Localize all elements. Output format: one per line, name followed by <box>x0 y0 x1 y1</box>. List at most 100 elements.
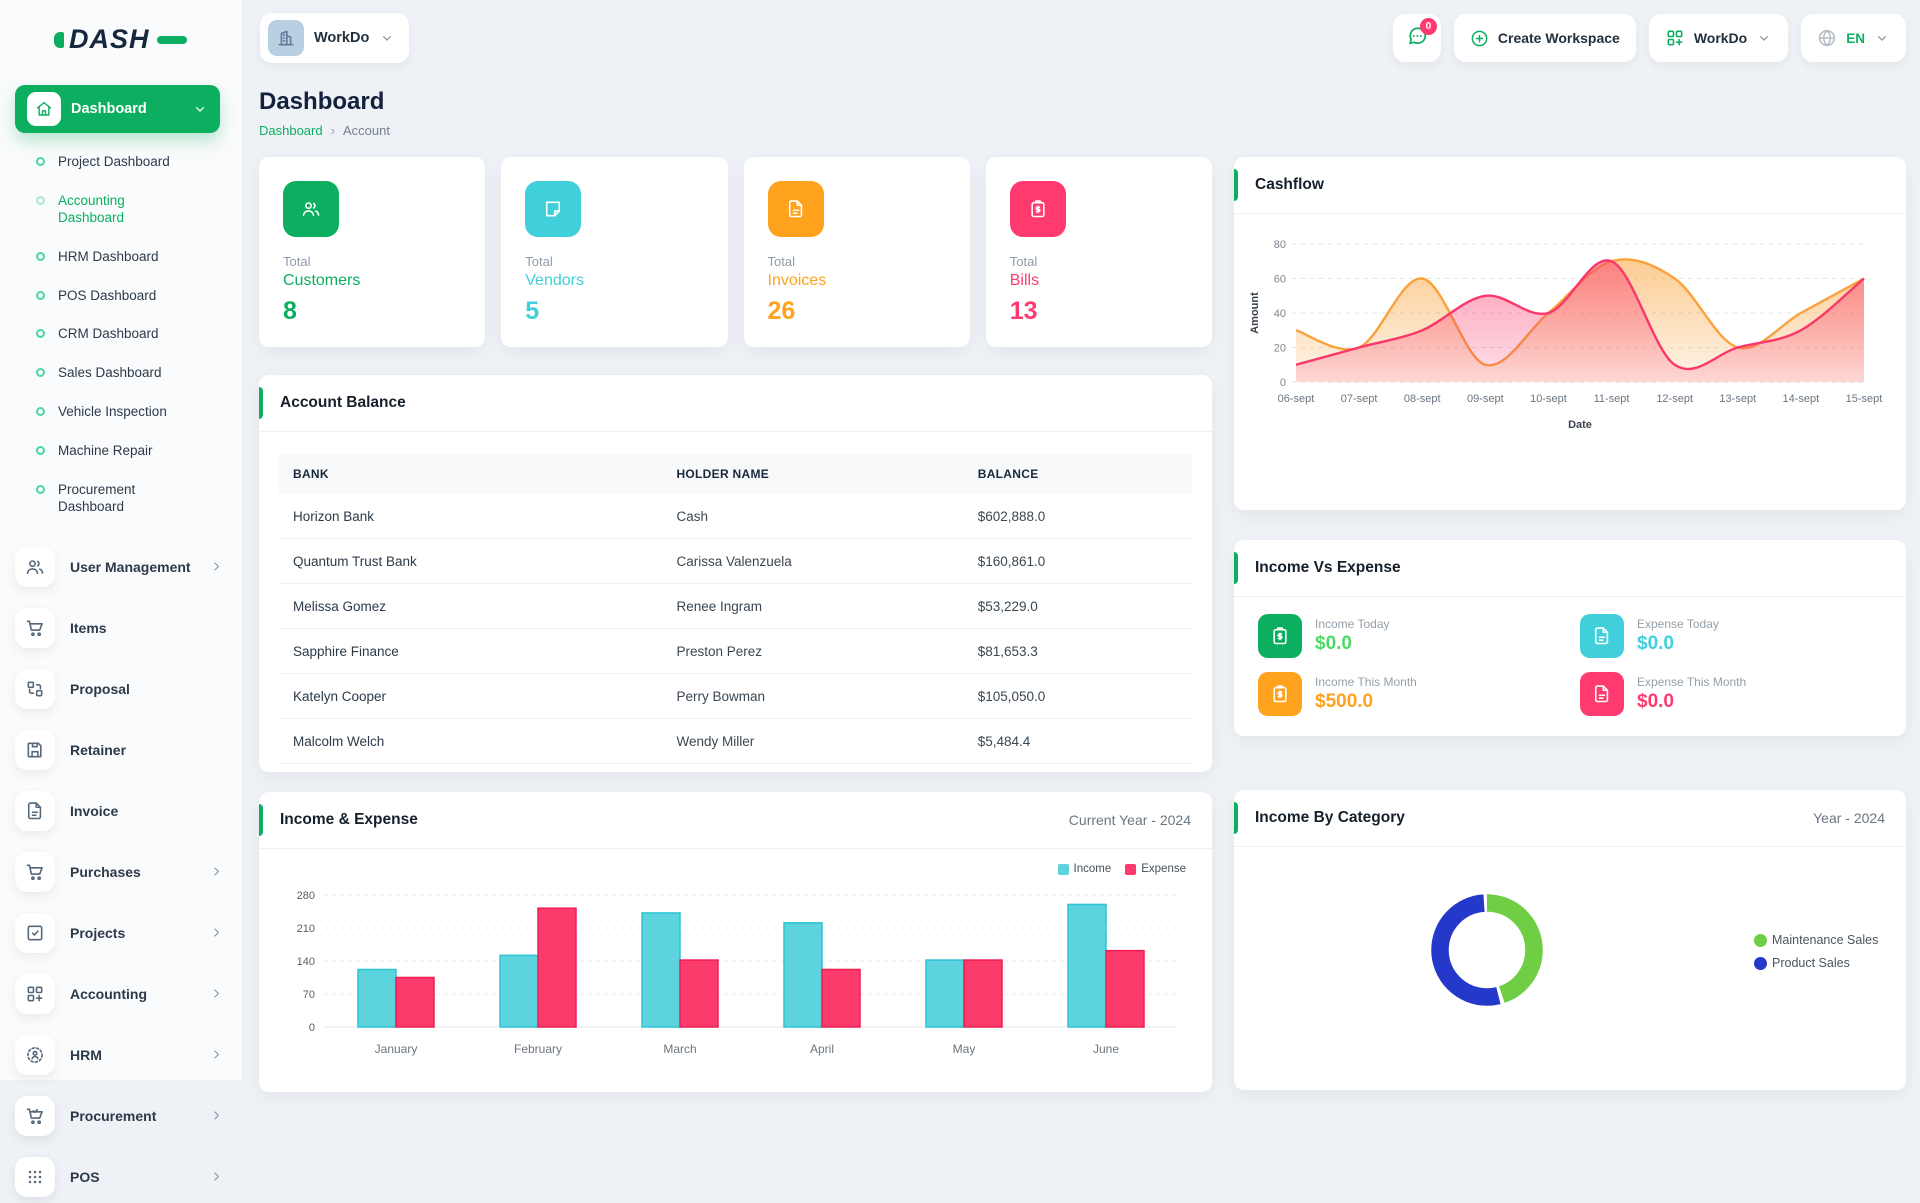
cashflow-card: Cashflow 80 60 40 20 0 06-sept 07-sept 08-sept 0… <box>1234 157 1906 510</box>
breadcrumb-dashboard-link[interactable]: Dashboard <box>259 123 323 138</box>
plus-circle-icon <box>1470 29 1489 48</box>
messages-button[interactable]: 0 <box>1392 14 1441 62</box>
sidebar-item-procurement[interactable]: Procurement <box>0 1090 242 1142</box>
menu-item-label: Purchases <box>70 863 141 880</box>
subitem-label: HRM Dashboard <box>58 248 159 264</box>
bullet-icon <box>36 368 45 378</box>
legend-swatch <box>1754 933 1767 947</box>
table-row: Quantum Trust Bank Carissa Valenzuela $1… <box>279 538 1192 584</box>
create-workspace-label: Create Workspace <box>1497 30 1620 46</box>
dashboard-sub-list: Project Dashboard Accounting Dashboard HRM… <box>0 143 242 527</box>
sidebar-subitem-crm-dashboard[interactable]: CRM Dashboard <box>0 315 242 354</box>
stat-value: 8 <box>283 297 297 325</box>
stat-value: 26 <box>767 297 796 325</box>
svg-text:210: 210 <box>297 923 315 935</box>
chevron-right-icon <box>209 925 224 940</box>
svg-text:09-sept: 09-sept <box>1467 393 1504 405</box>
sidebar-subitem-procurement-dashboard[interactable]: Procurement Dashboard <box>0 471 242 527</box>
chevron-down-icon <box>379 30 395 46</box>
cart-check-icon <box>15 1095 55 1136</box>
create-workspace-button[interactable]: Create Workspace <box>1453 14 1636 62</box>
app-logo[interactable]: DASH <box>54 24 242 55</box>
chevron-right-icon <box>209 864 224 879</box>
ive-item-expense-today: Expense Today $0.0 <box>1580 614 1882 658</box>
sidebar-item-accounting[interactable]: Accounting <box>0 968 242 1020</box>
svg-text:20: 20 <box>1274 343 1286 355</box>
income-by-category-period: Year - 2024 <box>1813 810 1885 826</box>
sidebar-item-purchases[interactable]: Purchases <box>0 846 242 898</box>
stat-card-bills: Total Bills 13 <box>985 157 1212 347</box>
sidebar-item-proposal[interactable]: Proposal <box>0 663 242 715</box>
cell-balance: $602,888.0 <box>963 494 1192 539</box>
sidebar-subitem-hrm-dashboard[interactable]: HRM Dashboard <box>0 238 242 277</box>
sidebar-subitem-vehicle-inspection[interactable]: Vehicle Inspection <box>0 393 242 432</box>
legend-label: Product Sales <box>1772 956 1850 970</box>
split-grid-icon <box>15 668 55 709</box>
workspace-switcher[interactable]: WorkDo <box>260 13 410 63</box>
legend-item-product-sales[interactable]: Product Sales <box>1754 956 1878 970</box>
ive-label: Income This Month <box>1315 675 1417 689</box>
topbar: WorkDo 0 Create Workspace WorkDo EN <box>260 0 1906 76</box>
file-text-icon <box>15 790 55 831</box>
cell-balance: $5,484.4 <box>963 718 1192 764</box>
svg-text:14-sept: 14-sept <box>1783 393 1820 405</box>
legend-item-income[interactable]: Income <box>1057 863 1111 875</box>
breadcrumb-current: Account <box>342 123 390 138</box>
sidebar-subitem-project-dashboard[interactable]: Project Dashboard <box>0 143 242 182</box>
logo-dot <box>54 31 64 48</box>
subitem-label: Machine Repair <box>58 443 153 458</box>
chevron-down-icon <box>1874 30 1890 46</box>
income-expense-chart[interactable]: 0 70 140 210 280 January February March April May… <box>259 875 1212 1068</box>
menu-item-label: Projects <box>70 924 126 941</box>
svg-text:80: 80 <box>1274 239 1286 251</box>
sidebar-item-invoice[interactable]: Invoice <box>0 785 242 837</box>
language-selector[interactable]: EN <box>1801 14 1906 62</box>
grid-plus-icon <box>1665 28 1685 48</box>
chevron-right-icon <box>209 986 224 1001</box>
sidebar-item-items[interactable]: Items <box>0 602 242 654</box>
globe-icon <box>1817 28 1837 48</box>
save-icon <box>15 729 55 770</box>
cashflow-chart[interactable]: 80 60 40 20 0 06-sept 07-sept 08-sept 09-sept 10-… <box>1234 214 1906 445</box>
check-square-icon <box>15 912 55 953</box>
sidebar-subitem-pos-dashboard[interactable]: POS Dashboard <box>0 277 242 316</box>
sidebar-subitem-sales-dashboard[interactable]: Sales Dashboard <box>0 354 242 393</box>
svg-text:140: 140 <box>297 956 315 968</box>
sidebar-menu: User Management Items Proposal Retainer … <box>0 541 242 1203</box>
subitem-label: Vehicle Inspection <box>58 404 167 420</box>
menu-item-label: HRM <box>70 1046 102 1063</box>
breadcrumb: Dashboard › Account <box>259 123 1906 138</box>
sidebar-subitem-machine-repair[interactable]: Machine Repair <box>0 432 242 471</box>
stat-card-customers: Total Customers 8 <box>259 157 486 347</box>
subitem-label: Procurement Dashboard <box>58 481 136 514</box>
legend-item-expense[interactable]: Expense <box>1125 863 1186 875</box>
sidebar-item-retainer[interactable]: Retainer <box>0 724 242 776</box>
clipboard-dollar-icon <box>1258 614 1302 658</box>
legend-item-maintenance-sales[interactable]: Maintenance Sales <box>1754 933 1878 947</box>
stat-prefix: Total <box>767 254 795 269</box>
table-row: Katelyn Cooper Perry Bowman $105,050.0 <box>279 673 1192 719</box>
sidebar-item-pos[interactable]: POS <box>0 1151 242 1203</box>
subitem-label: POS Dashboard <box>58 287 157 303</box>
legend-label: Expense <box>1141 863 1186 875</box>
table-header: BANK HOLDER NAME BALANCE <box>279 454 1192 494</box>
cell-balance: $81,653.3 <box>963 628 1192 674</box>
income-by-category-donut[interactable] <box>1412 875 1562 1030</box>
chevron-right-icon <box>209 1169 224 1184</box>
sidebar-subitem-accounting-dashboard[interactable]: Accounting Dashboard <box>0 182 242 238</box>
svg-text:May: May <box>953 1042 976 1056</box>
sidebar-item-user-management[interactable]: User Management <box>0 541 242 593</box>
sidebar-item-dashboard[interactable]: Dashboard <box>15 85 220 133</box>
sidebar-item-hrm[interactable]: HRM <box>0 1029 242 1081</box>
svg-text:15-sept: 15-sept <box>1846 393 1883 405</box>
chevron-right-icon <box>209 1108 224 1123</box>
svg-text:60: 60 <box>1274 274 1286 286</box>
workdo-menu-button[interactable]: WorkDo <box>1648 14 1789 62</box>
income-expense-card: Income & Expense Current Year - 2024 Inc… <box>259 792 1212 1092</box>
bullet-icon <box>36 195 45 205</box>
subitem-label: Accounting Dashboard <box>58 192 125 225</box>
bullet-icon <box>36 407 45 417</box>
file-text-icon <box>1580 672 1624 716</box>
workspace-name: WorkDo <box>314 30 370 46</box>
sidebar-item-projects[interactable]: Projects <box>0 907 242 959</box>
